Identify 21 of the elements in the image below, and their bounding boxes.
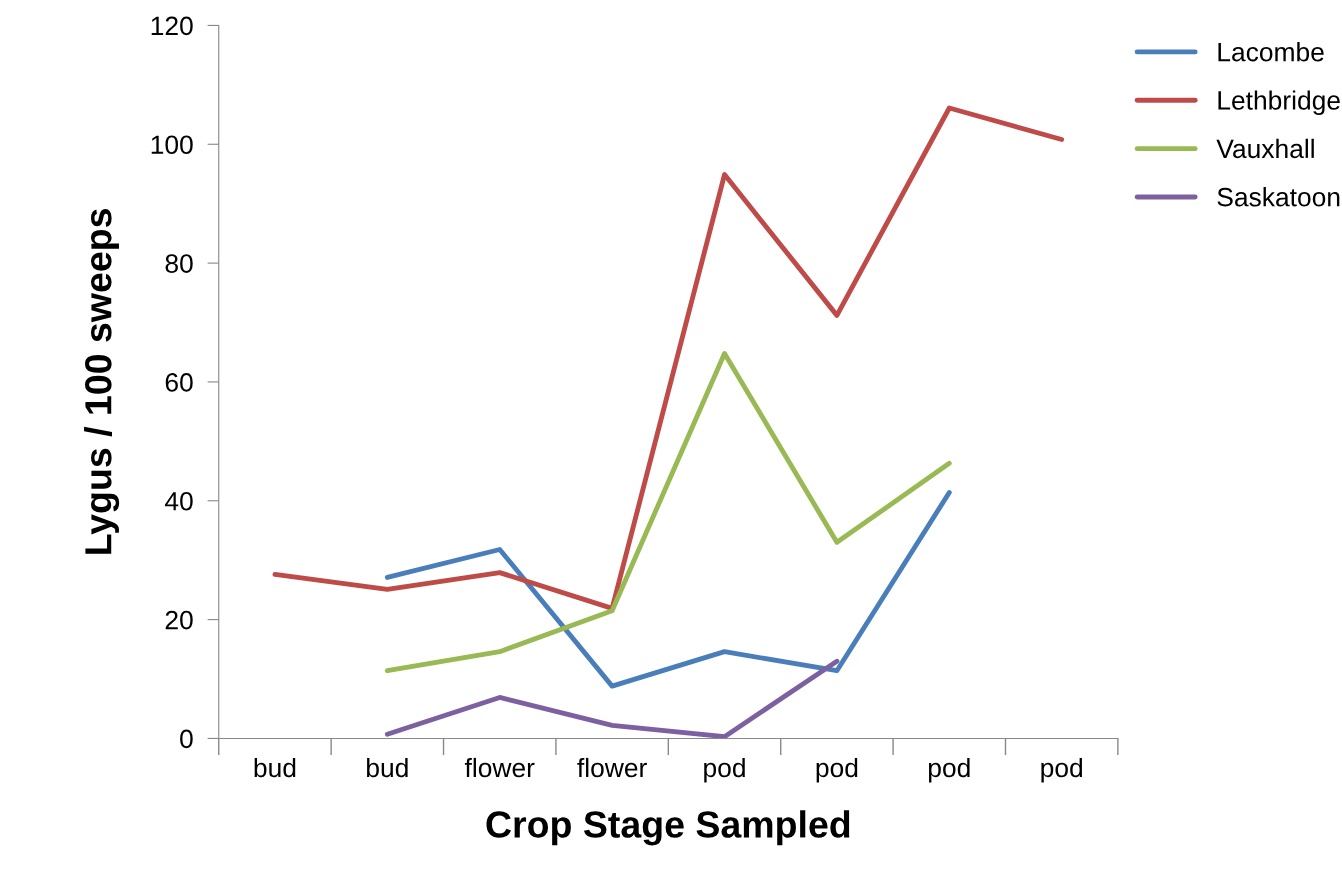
y-tick-label: 60	[165, 373, 193, 392]
x-tick-label: pod	[704, 757, 745, 783]
y-tick-label: 40	[165, 491, 193, 511]
x-axis-title: Crop Stage Sampled	[486, 810, 850, 846]
legend-label: Lethbridge	[1218, 90, 1340, 115]
y-tick-label: 80	[165, 254, 193, 273]
legend-label: Saskatoon	[1217, 187, 1340, 207]
x-tick-label: flower	[577, 757, 647, 778]
y-tick-label: 100	[151, 135, 193, 155]
y-tick-label: 0	[180, 729, 193, 749]
y-tick-label: 120	[151, 16, 193, 36]
x-tick-label: bud	[367, 757, 408, 778]
x-tick-label: pod	[928, 757, 970, 783]
x-tick-label: flower	[464, 757, 535, 778]
y-axis-title: Lygus / 100 sweeps	[84, 209, 120, 554]
legend-label: Vauxhall	[1216, 138, 1314, 159]
y-tick-label: 20	[165, 610, 193, 630]
legend-label: Lacombe	[1218, 42, 1324, 62]
x-tick-label: bud	[254, 757, 296, 778]
x-tick-label: pod	[816, 757, 858, 783]
x-tick-label: pod	[1041, 757, 1083, 783]
